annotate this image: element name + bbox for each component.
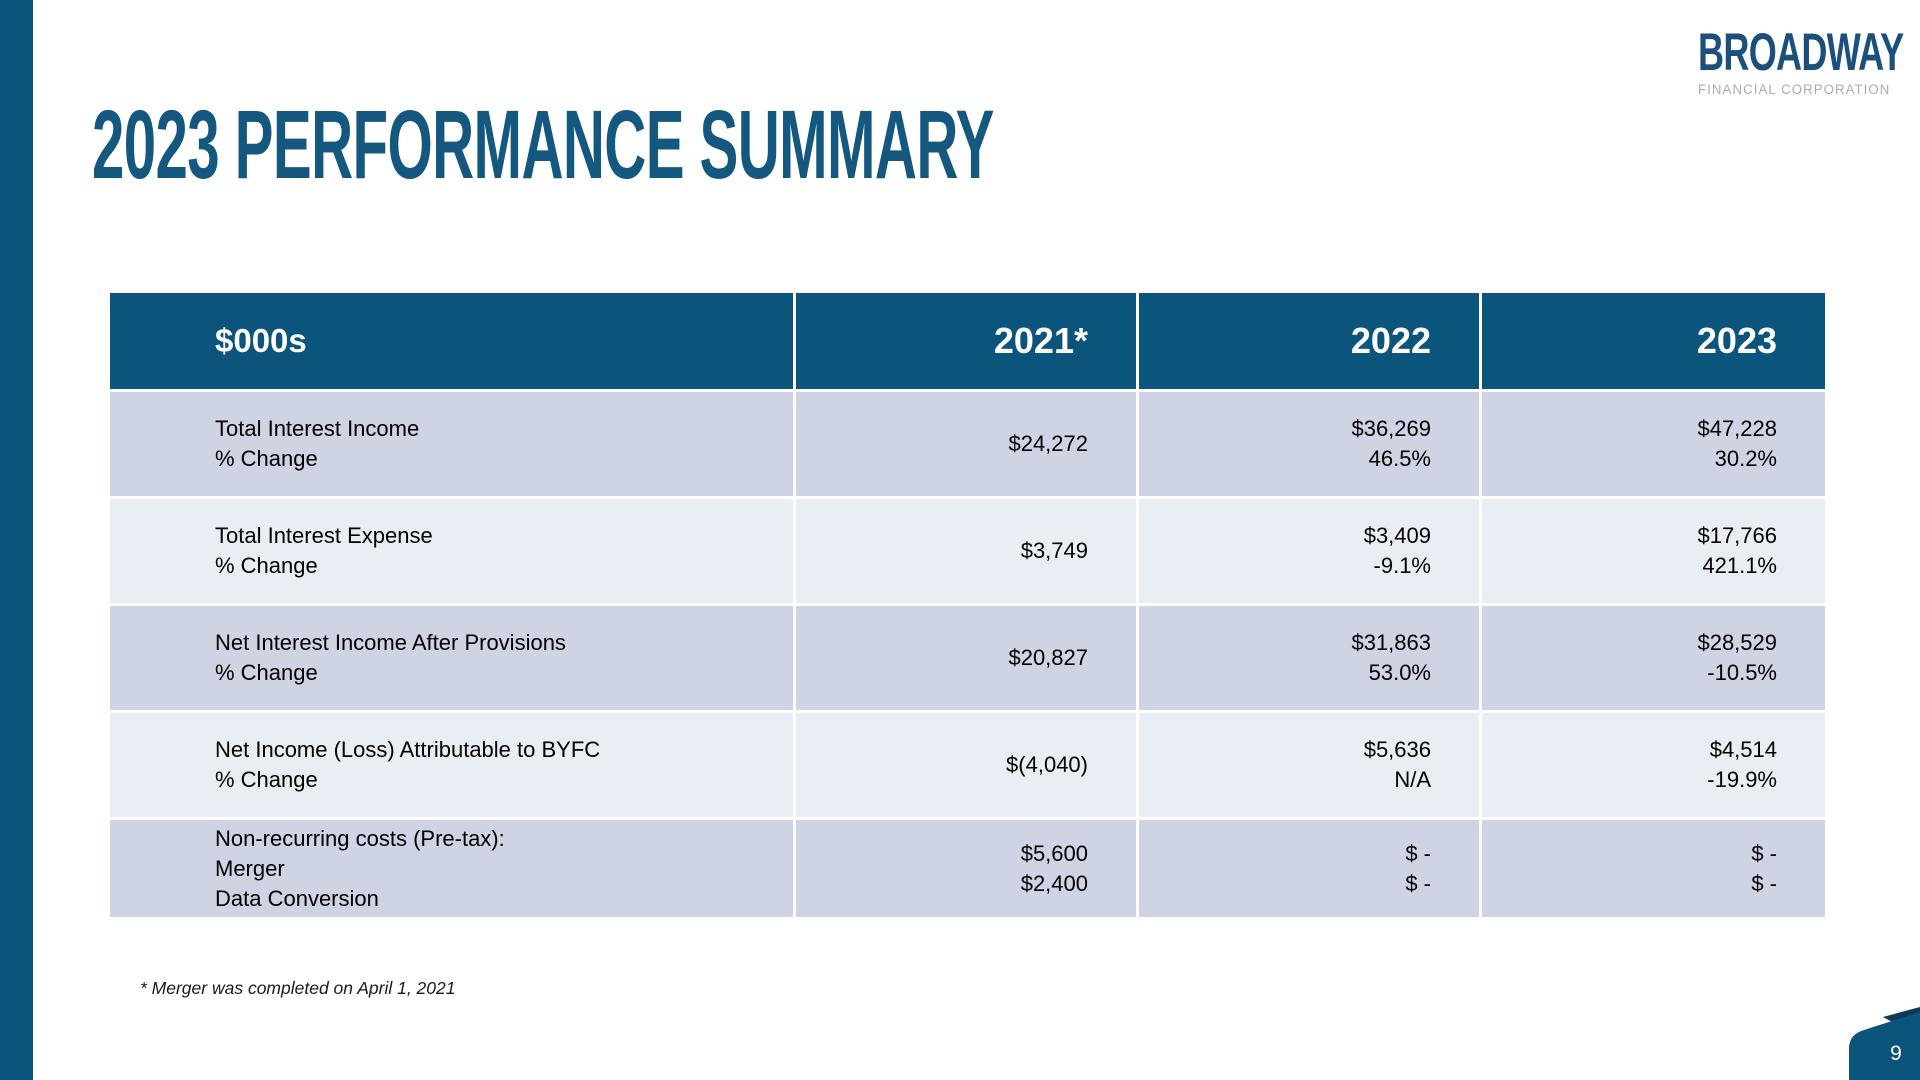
value-cell-2022: $3,409 -9.1% — [1139, 499, 1479, 603]
value-cell-2023: $17,766 421.1% — [1482, 499, 1825, 603]
value-cell-2022: $ - $ - — [1139, 820, 1479, 917]
value-cell-2021: $5,600 $2,400 — [796, 820, 1136, 917]
page-number-tab: 9 — [1845, 1005, 1920, 1080]
value-cell-2021: $(4,040) — [796, 713, 1136, 817]
column-header-2022: 2022 — [1139, 293, 1479, 389]
logo-subtitle: FINANCIAL CORPORATION — [1698, 82, 1891, 97]
table-row: Net Interest Income After Provisions% Ch… — [110, 606, 1825, 710]
value-cell-2021: $24,272 — [796, 392, 1136, 496]
table-row: Total Interest Expense% Change $3,749 $3,4… — [110, 499, 1825, 603]
value-cell-2022: $36,269 46.5% — [1139, 392, 1479, 496]
company-logo: BROADWAY FINANCIAL CORPORATION — [1698, 26, 1918, 97]
table-row: Non-recurring costs (Pre-tax): Merger Data… — [110, 820, 1825, 917]
logo-wordmark: BROADWAY — [1698, 23, 1904, 82]
value-cell-2021: $3,749 — [796, 499, 1136, 603]
value-cell-2023: $47,228 30.2% — [1482, 392, 1825, 496]
row-label: Net Income (Loss) Attributable to BYFC% … — [110, 713, 793, 817]
row-label: Net Interest Income After Provisions% Ch… — [110, 606, 793, 710]
page-tab-shape — [1849, 1007, 1920, 1080]
performance-table: $000s 2021* 2022 2023 Total Interest Inc… — [110, 293, 1825, 917]
page-number: 9 — [1890, 1042, 1902, 1065]
row-label: Total Interest Income% Change — [110, 392, 793, 496]
column-header-2023: 2023 — [1482, 293, 1825, 389]
value-cell-2022: $5,636 N/A — [1139, 713, 1479, 817]
slide-title: 2023 PERFORMANCE SUMMARY — [92, 90, 994, 199]
value-cell-2023: $ - $ - — [1482, 820, 1825, 917]
value-cell-2021: $20,827 — [796, 606, 1136, 710]
table-header-row: $000s 2021* 2022 2023 — [110, 293, 1825, 389]
value-cell-2022: $31,863 53.0% — [1139, 606, 1479, 710]
row-label: Total Interest Expense% Change — [110, 499, 793, 603]
column-header-units: $000s — [110, 293, 793, 389]
left-accent-bar — [0, 0, 33, 1080]
value-cell-2023: $28,529 -10.5% — [1482, 606, 1825, 710]
table-row: Net Income (Loss) Attributable to BYFC% … — [110, 713, 1825, 817]
table-row: Total Interest Income% Change $24,272 $36,… — [110, 392, 1825, 496]
row-label: Non-recurring costs (Pre-tax): Merger Data… — [110, 820, 793, 917]
column-header-2021: 2021* — [796, 293, 1136, 389]
value-cell-2023: $4,514 -19.9% — [1482, 713, 1825, 817]
footnote: * Merger was completed on April 1, 2021 — [140, 978, 456, 998]
